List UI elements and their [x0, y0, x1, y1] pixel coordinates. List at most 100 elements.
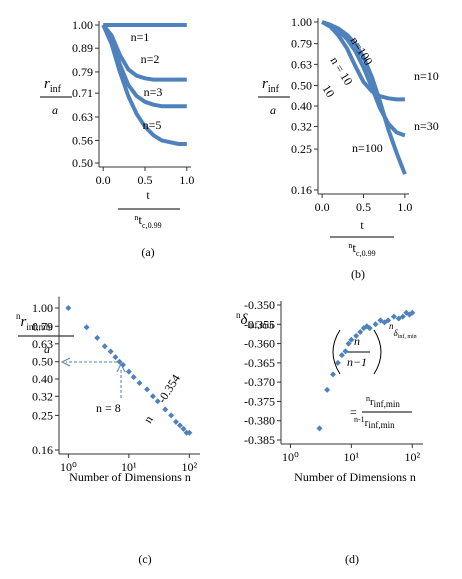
- formula-text: n: [354, 334, 360, 348]
- x-tick-label: 10¹: [344, 450, 360, 464]
- y-tick-label: 0.16: [32, 443, 53, 457]
- data-point: [399, 313, 406, 320]
- y-tick-label: 0.16: [291, 183, 312, 197]
- label-part: t: [138, 212, 142, 227]
- data-point: [162, 406, 169, 413]
- caption: (d): [345, 552, 359, 566]
- y-tick-label: 1.00: [291, 15, 312, 29]
- y-tick-label: 0.63: [72, 110, 93, 124]
- y-tick-label: 0.63: [291, 57, 312, 71]
- annotation: -0.354: [155, 372, 183, 406]
- series-label: n=10: [414, 69, 439, 83]
- caption: (c): [138, 552, 151, 566]
- y-tick-label: 1.00: [32, 301, 53, 315]
- formula-text: =: [350, 405, 357, 419]
- data-point: [172, 418, 179, 425]
- x-axis-label-denominator: ntc,0.99: [348, 240, 375, 258]
- data-point: [409, 309, 416, 316]
- y-axis-label-denominator: a: [44, 342, 50, 356]
- y-axis-label-denominator: a: [270, 103, 276, 117]
- y-tick-label: 0.25: [32, 408, 53, 422]
- data-point: [395, 315, 402, 322]
- label-part: r: [21, 314, 27, 330]
- y-tick-label: 0.50: [291, 79, 312, 93]
- formula-text: nrinf,min: [366, 394, 400, 409]
- label-part: r: [262, 76, 268, 92]
- parenthesis: [332, 329, 341, 375]
- data-point: [353, 332, 360, 339]
- series-label: n=30: [414, 119, 439, 133]
- data-point: [324, 386, 331, 393]
- y-axis-label: rinf: [44, 76, 62, 95]
- label-part: δ: [241, 312, 249, 328]
- data-point: [83, 324, 90, 331]
- label-part: inf: [268, 84, 280, 95]
- y-tick-label: -0.380: [244, 414, 275, 428]
- annotation: 10: [319, 82, 337, 100]
- label-part: n: [16, 311, 21, 321]
- data-point: [136, 379, 143, 386]
- arrow-head: [60, 357, 71, 367]
- data-point: [316, 425, 323, 432]
- y-tick-label: 0.40: [291, 99, 312, 113]
- y-tick-label: 0.79: [32, 319, 53, 333]
- x-tick-label: 10⁰: [282, 450, 299, 464]
- label-part: inf: [50, 84, 62, 95]
- label-part: inf,min: [26, 322, 53, 332]
- label-part: r: [370, 396, 374, 408]
- y-tick-label: 0.63: [32, 337, 53, 351]
- parenthesis: [373, 329, 382, 375]
- data-point: [119, 361, 126, 368]
- data-point: [338, 352, 345, 359]
- data-point: [348, 336, 355, 343]
- series-label: n=1: [131, 30, 150, 44]
- label-part: t: [352, 240, 356, 255]
- y-tick-label: 0.32: [32, 389, 53, 403]
- label-part: n: [236, 310, 241, 320]
- data-point: [385, 317, 392, 324]
- data-point: [334, 359, 341, 366]
- data-point: [130, 374, 137, 381]
- data-point: [372, 321, 379, 328]
- caption: (b): [351, 267, 365, 281]
- x-axis-label: Number of Dimensions n: [69, 470, 191, 484]
- x-tick-label: 10⁰: [60, 460, 77, 474]
- y-tick-label: 0.32: [291, 119, 312, 133]
- label-part: c,0.99: [142, 221, 162, 230]
- x-tick-label: 0.5: [138, 173, 153, 187]
- data-point: [357, 329, 364, 335]
- data-point: [154, 398, 161, 405]
- data-point: [144, 386, 151, 393]
- label-part: inf,min: [368, 420, 395, 430]
- x-tick-label: 10²: [182, 460, 198, 474]
- annotation: n = 8: [96, 401, 121, 415]
- y-tick-label: -0.360: [244, 337, 275, 351]
- label-part: r: [365, 417, 369, 429]
- x-tick-label: 1.0: [397, 200, 412, 214]
- x-tick-label: 0.5: [356, 200, 371, 214]
- y-tick-label: 0.79: [72, 65, 93, 79]
- y-tick-label: -0.350: [244, 298, 275, 312]
- data-point: [168, 412, 175, 419]
- label-part: δ: [394, 328, 399, 338]
- data-point: [345, 340, 352, 347]
- formula-text: n-1rinf,min: [354, 415, 395, 430]
- y-tick-label: 0.40: [32, 372, 53, 386]
- data-point: [186, 429, 193, 436]
- series-label: n=5: [143, 118, 162, 132]
- series-line: [321, 20, 407, 175]
- formula-text: n−1: [347, 355, 367, 369]
- label-part: n: [389, 321, 394, 331]
- x-tick-label: 0.0: [96, 173, 111, 187]
- y-tick-label: 0.56: [72, 133, 93, 147]
- y-tick-label: 1.00: [72, 18, 93, 32]
- y-tick-label: 0.71: [72, 86, 93, 100]
- y-tick-label: -0.355: [244, 317, 275, 331]
- series-label: n=2: [141, 52, 160, 66]
- x-axis-label: Number of Dimensions n: [294, 470, 416, 484]
- label-part: c,0.99: [356, 249, 376, 258]
- y-axis-label: rinf: [262, 76, 280, 95]
- data-point: [116, 358, 123, 365]
- y-axis-label: nδinf,min: [236, 310, 274, 330]
